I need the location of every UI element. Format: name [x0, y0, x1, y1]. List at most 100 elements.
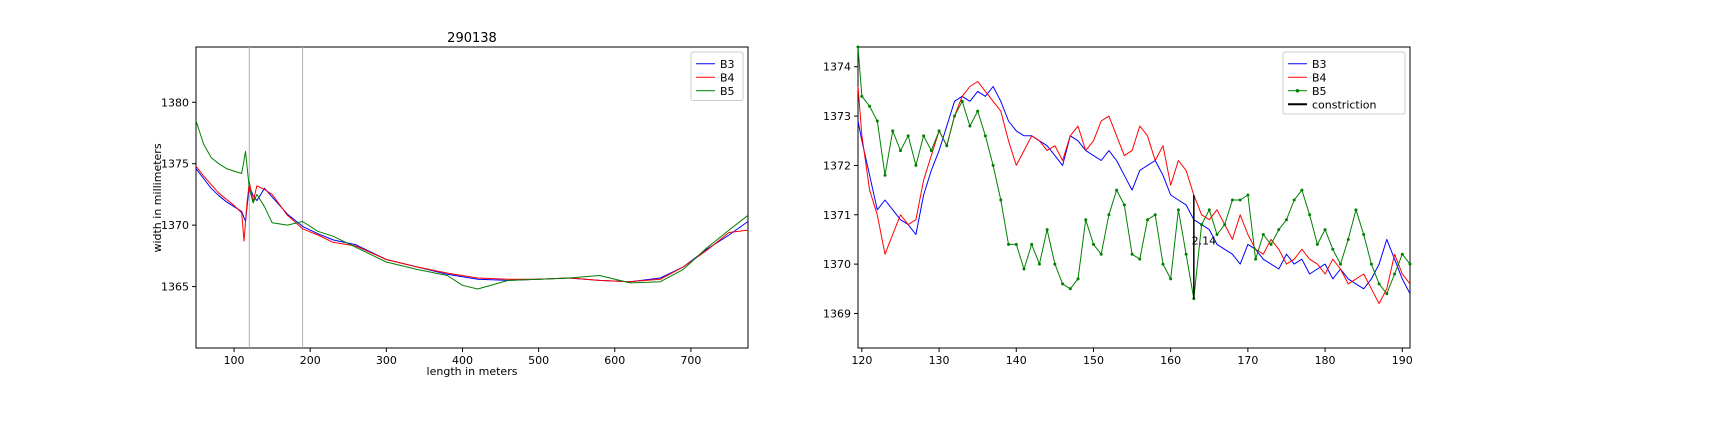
- right-y-tick-label: 1373: [823, 110, 851, 123]
- right-series-b5-point: [1068, 287, 1072, 291]
- right-series-b5-point: [868, 104, 872, 108]
- right-constriction-group: 2.14: [1192, 195, 1217, 299]
- right-x-tick-label: 170: [1237, 354, 1258, 367]
- right-series-b5-point: [1207, 208, 1211, 212]
- right-series-b5-point: [891, 129, 895, 133]
- right-series-b5-point: [1061, 282, 1065, 286]
- right-series-b5-point: [976, 109, 980, 113]
- right-series-b5-point: [1354, 208, 1358, 212]
- right-series-b5-point: [1169, 277, 1173, 281]
- right-series-b3-line: [857, 86, 1411, 294]
- right-series-b5-point: [929, 149, 933, 153]
- right-series-b5-point: [1146, 218, 1150, 222]
- right-series-b5-point: [1238, 198, 1242, 202]
- right-series-b5-point: [1284, 218, 1288, 222]
- left-series-b5-line: [195, 120, 749, 290]
- right-series-b5-point: [1362, 233, 1366, 237]
- right-series-b5-point: [1308, 213, 1312, 217]
- right-legend-label-b4: B4: [1312, 71, 1327, 84]
- left-x-tick-label: 700: [680, 354, 701, 367]
- constriction-annotation: 2.14: [1192, 234, 1217, 247]
- right-series-b5-point: [875, 119, 879, 123]
- right-series-b5-point: [1315, 242, 1319, 246]
- right-series-b5-point: [1138, 257, 1142, 261]
- right-series-b5-point: [1022, 267, 1026, 271]
- right-series-b4-line: [857, 81, 1411, 305]
- right-y-tick-label: 1372: [823, 159, 851, 172]
- right-series-b5-point: [1076, 277, 1080, 281]
- right-series-b5-point: [914, 163, 918, 167]
- right-series-b5-point: [1230, 198, 1234, 202]
- right-series-b5-point: [953, 114, 957, 118]
- left-vertical-markers: [248, 47, 304, 348]
- right-series-b5-point: [991, 163, 995, 167]
- left-legend-label-b4: B4: [720, 71, 735, 84]
- right-axis-ticks: 120 130 140 150 160 170 180 190 1369 1370 1371 1372…: [823, 61, 1413, 367]
- right-series-b5-point: [860, 94, 864, 98]
- left-chart: 290138 length in meters width in millime…: [151, 31, 749, 378]
- right-series-b5-point: [1122, 203, 1126, 207]
- right-series-b5-point: [1161, 262, 1165, 266]
- right-legend-box: [1282, 51, 1406, 115]
- left-x-tick-label: 300: [376, 354, 397, 367]
- right-series-b5-point: [1153, 213, 1157, 217]
- right-series-b5-point: [1099, 252, 1103, 256]
- right-series-b5-point: [1339, 262, 1343, 266]
- right-series-b5-point: [1223, 223, 1227, 227]
- right-x-tick-label: 120: [851, 354, 872, 367]
- right-series-b5-point: [1215, 233, 1219, 237]
- right-y-tick-label: 1371: [823, 209, 851, 222]
- left-y-tick-label: 1365: [161, 281, 189, 294]
- right-legend-label-b3: B3: [1312, 58, 1327, 71]
- left-legend-label-b3: B3: [720, 58, 735, 71]
- right-series-b5-point: [1200, 223, 1204, 227]
- right-series-b5-point: [1300, 188, 1304, 192]
- left-y-tick-label: 1370: [161, 219, 189, 232]
- right-series-b5-point: [945, 144, 949, 148]
- left-x-axis-label: length in meters: [427, 365, 518, 378]
- right-series-b5-point: [1107, 213, 1111, 217]
- left-x-tick-label: 500: [528, 354, 549, 367]
- right-y-tick-label: 1369: [823, 307, 851, 320]
- right-series-b5-point: [1269, 242, 1273, 246]
- right-series-b5-point: [883, 173, 887, 177]
- right-series-b5-point: [1084, 218, 1088, 222]
- right-plot-frame: [857, 46, 1411, 349]
- right-legend-label-constriction: constriction: [1312, 98, 1377, 111]
- right-series-b5-point: [1393, 272, 1397, 276]
- left-x-tick-label: 200: [300, 354, 321, 367]
- right-series-b5-point: [1053, 262, 1057, 266]
- right-series-b5-point: [1261, 233, 1265, 237]
- left-chart-title: 290138: [447, 31, 497, 46]
- right-legend-marker-b5: [1295, 88, 1300, 93]
- right-series-b5-point: [1400, 252, 1404, 256]
- right-x-tick-label: 130: [929, 354, 950, 367]
- left-series-b3-line: [195, 168, 749, 283]
- right-series-b5-point: [922, 134, 926, 138]
- right-x-tick-label: 160: [1160, 354, 1181, 367]
- right-x-tick-label: 150: [1083, 354, 1104, 367]
- left-axis-ticks: 100 200 300 400 500 600 700 1365 1370 1375 1380: [161, 96, 701, 367]
- right-series-b5-point: [968, 124, 972, 128]
- left-series-group: [195, 120, 749, 290]
- right-y-tick-label: 1370: [823, 258, 851, 271]
- right-x-tick-label: 190: [1392, 354, 1413, 367]
- right-legend-label-b5: B5: [1312, 85, 1327, 98]
- right-series-b5-point: [906, 134, 910, 138]
- right-series-group: [856, 45, 1412, 305]
- right-series-b5-point: [960, 99, 964, 103]
- right-x-tick-label: 140: [1006, 354, 1027, 367]
- right-series-b5-point: [1184, 252, 1188, 256]
- right-series-b5-point: [1277, 228, 1281, 232]
- right-series-b5-point: [1385, 292, 1389, 296]
- right-series-b5-point: [898, 149, 902, 153]
- left-plot-frame: [195, 46, 749, 349]
- right-series-b5-point: [937, 129, 941, 133]
- right-series-b5-point: [1292, 198, 1296, 202]
- left-x-tick-label: 600: [604, 354, 625, 367]
- right-series-b5-point: [1408, 262, 1412, 266]
- right-series-b5-point: [1254, 257, 1258, 261]
- right-series-b5-point: [999, 198, 1003, 202]
